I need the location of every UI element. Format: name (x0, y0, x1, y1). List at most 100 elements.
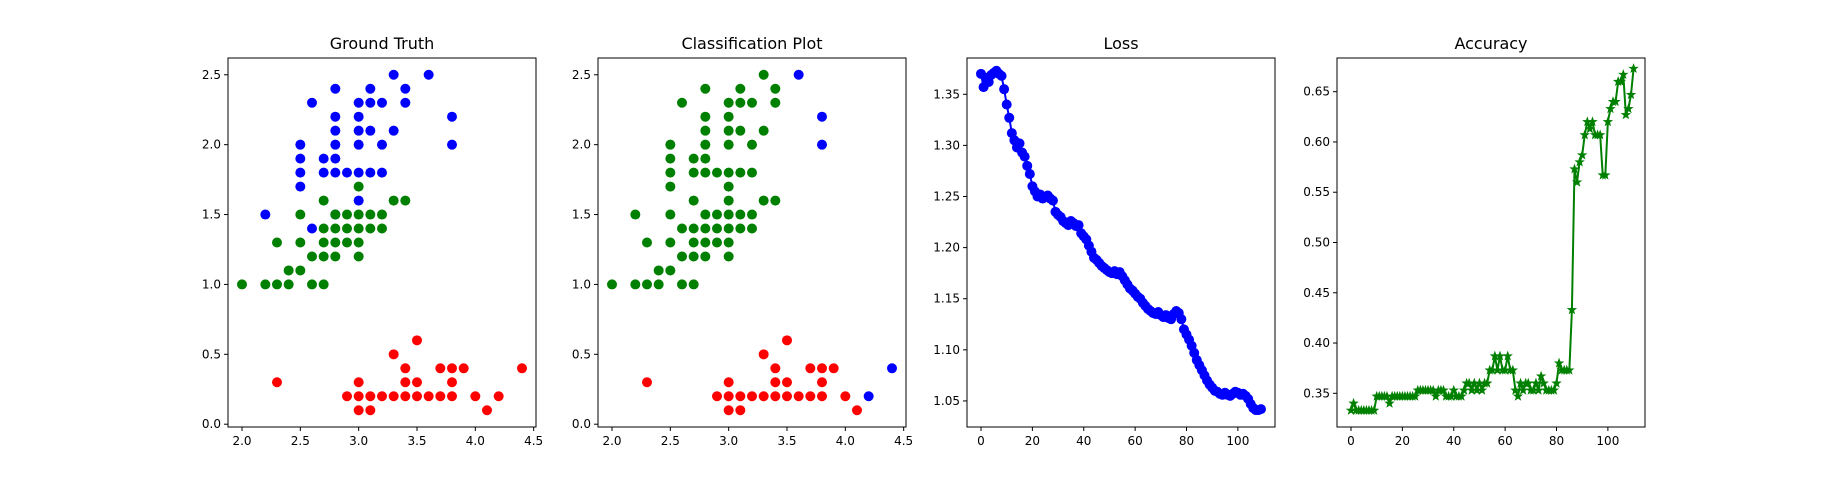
data-point (400, 195, 411, 206)
data-point (735, 223, 746, 234)
data-point (630, 209, 641, 220)
data-point (1438, 384, 1449, 395)
data-point (1256, 404, 1266, 415)
y-tick-label: 1.0 (202, 277, 221, 291)
data-point (723, 195, 734, 206)
data-point (782, 391, 792, 402)
x-tick-label: 2.0 (232, 434, 251, 448)
x-tick-label: 3.5 (407, 434, 426, 448)
data-point (688, 237, 699, 248)
data-point (423, 69, 434, 80)
data-point (747, 391, 757, 402)
panel-title: Ground Truth (330, 34, 435, 53)
data-point (677, 97, 687, 108)
data-point (665, 181, 676, 192)
data-point (517, 363, 527, 374)
data-point (330, 111, 341, 122)
x-tick-label: 4.0 (836, 434, 855, 448)
data-point (342, 223, 352, 234)
data-point (318, 167, 329, 178)
data-point (295, 139, 306, 150)
data-point (412, 335, 422, 346)
x-tick-label: 60 (1497, 434, 1512, 448)
data-point (863, 391, 874, 402)
data-point (1548, 384, 1560, 395)
data-point (272, 377, 282, 388)
data-point (353, 251, 364, 262)
data-point (770, 83, 781, 94)
data-point (700, 251, 711, 262)
data-point (330, 209, 341, 220)
data-point (712, 237, 722, 248)
data-point (388, 349, 399, 360)
data-point (665, 237, 676, 248)
data-point (295, 167, 306, 178)
x-tick-label: 4.5 (894, 434, 913, 448)
data-point (1481, 377, 1493, 388)
data-point (770, 97, 781, 108)
data-point (712, 391, 722, 402)
data-point (1628, 63, 1639, 73)
panel-title: Loss (1103, 34, 1138, 53)
data-point (782, 335, 792, 346)
data-point (642, 377, 652, 388)
data-point (1623, 103, 1634, 114)
x-tick-label: 60 (1127, 434, 1142, 448)
y-tick-label: 2.5 (572, 68, 591, 82)
data-point (747, 209, 757, 220)
y-tick-label: 1.10 (933, 343, 960, 357)
data-point (353, 209, 364, 220)
data-point (237, 279, 247, 290)
data-point (700, 167, 711, 178)
y-tick-label: 2.5 (202, 68, 221, 82)
data-point (770, 377, 781, 388)
data-point (330, 167, 341, 178)
data-point (758, 125, 769, 136)
data-point (723, 209, 734, 220)
data-point (688, 279, 699, 290)
data-point (1476, 384, 1488, 395)
y-tick-label: 0.0 (202, 417, 221, 431)
data-point (735, 405, 746, 416)
data-point (1610, 96, 1621, 107)
data-point (365, 83, 376, 94)
data-point (852, 405, 862, 416)
data-point (817, 111, 827, 122)
x-tick-label: 3.0 (349, 434, 368, 448)
y-tick-label: 0.65 (1303, 85, 1330, 99)
data-point (272, 279, 282, 290)
y-tick-label: 0.0 (572, 417, 591, 431)
data-point (817, 363, 827, 374)
data-point (817, 391, 827, 402)
x-tick-label: 2.0 (602, 434, 621, 448)
data-point (1538, 377, 1549, 388)
data-point (388, 125, 399, 136)
data-point (388, 195, 399, 206)
data-point (295, 153, 306, 164)
y-tick-label: 1.25 (933, 190, 960, 204)
data-point (330, 125, 341, 136)
data-point (283, 265, 294, 276)
data-point (1574, 156, 1585, 167)
accuracy-panel: Accuracy 0 20 40 60 80 100 0.35 0.40 0.45 0.50 0.5… (1303, 34, 1646, 448)
data-point (377, 223, 387, 234)
data-point (272, 237, 282, 248)
data-point (630, 279, 641, 290)
x-tick-label: 40 (1076, 434, 1091, 448)
data-point (447, 363, 457, 374)
data-point (330, 139, 341, 150)
data-point (665, 209, 676, 220)
data-point (688, 251, 699, 262)
y-tick-label: 0.45 (1303, 286, 1330, 300)
x-tick-label: 4.5 (524, 434, 543, 448)
data-point (793, 391, 804, 402)
data-point (353, 195, 364, 206)
data-point (688, 223, 699, 234)
loss-panel: Loss 0 20 40 60 80 100 1.05 1.10 1.15 1.20 1.25 1.3… (933, 34, 1276, 448)
data-point (365, 209, 376, 220)
y-tick-label: 0.35 (1303, 386, 1330, 400)
data-point (887, 363, 897, 374)
data-point (700, 139, 711, 150)
x-tick-label: 20 (1395, 434, 1410, 448)
